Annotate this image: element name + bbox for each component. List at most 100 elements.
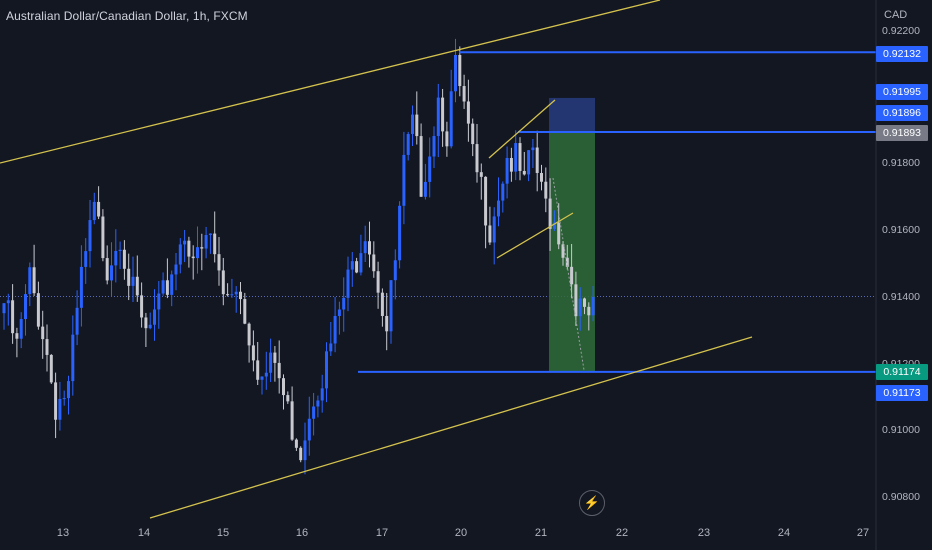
candle-body — [578, 298, 582, 317]
price-tag-entry: 0.91893 — [876, 125, 928, 141]
candle-body — [114, 250, 118, 266]
wedge-upper-trendline — [488, 99, 556, 159]
candle-body — [260, 376, 264, 380]
x-tick-label: 13 — [56, 527, 70, 539]
x-tick-label: 17 — [375, 527, 389, 539]
candle-body — [436, 97, 440, 137]
candle-body — [462, 86, 466, 102]
x-tick-label: 24 — [777, 527, 791, 539]
candle-body — [346, 269, 350, 298]
candle-body — [148, 324, 152, 329]
candle-body — [200, 247, 204, 249]
candle-body — [277, 362, 281, 379]
candle-body — [505, 157, 509, 184]
candle-body — [548, 198, 552, 229]
projection-path — [552, 177, 585, 371]
x-tick-label: 15 — [216, 527, 230, 539]
candle-body — [183, 240, 187, 245]
candle-body — [488, 225, 492, 243]
candle-body — [350, 261, 354, 270]
candle-body — [565, 257, 569, 267]
candle-body — [501, 183, 505, 201]
y-tick-label: 0.91800 — [882, 157, 920, 169]
y-tick-label: 0.91400 — [882, 291, 920, 303]
candle-body — [58, 398, 62, 420]
candle-body — [294, 439, 298, 448]
candle-body — [389, 280, 393, 332]
x-tick-label: 21 — [534, 527, 548, 539]
candle-body — [135, 276, 139, 296]
y-tick-label: 0.92200 — [882, 25, 920, 37]
candle-body — [475, 144, 479, 173]
currency-label: CAD — [884, 9, 908, 21]
candle-body — [49, 354, 53, 383]
candle-body — [514, 143, 518, 172]
price-tag-high: 0.92132 — [876, 46, 928, 62]
candle-body — [243, 299, 247, 324]
price-tag-stop: 0.91995 — [876, 84, 928, 100]
candle-body — [110, 265, 113, 281]
candle-body — [299, 447, 303, 461]
candle-body — [509, 157, 513, 172]
candle-body — [303, 440, 307, 461]
candle-body — [398, 205, 402, 261]
candle-body — [230, 294, 234, 296]
candle-body — [312, 406, 316, 419]
candle-body — [97, 201, 101, 217]
x-tick-label: 27 — [856, 527, 870, 539]
candle-body — [71, 334, 75, 382]
candle-body — [402, 154, 406, 206]
candle-body — [75, 307, 79, 335]
candle-body — [307, 418, 311, 441]
candle-body — [497, 200, 500, 217]
candle-body — [320, 388, 324, 401]
candle-body — [522, 170, 526, 175]
candle-body — [273, 352, 277, 363]
candle-body — [557, 222, 561, 245]
channel-upper-trendline — [0, 0, 661, 164]
candle-body — [196, 247, 199, 259]
candle-body — [458, 55, 462, 87]
candle-body — [363, 241, 367, 254]
candle-body — [574, 284, 578, 317]
candle-body — [67, 381, 70, 399]
candle-body — [445, 131, 449, 147]
candle-body — [479, 172, 483, 177]
candle-body — [226, 294, 230, 296]
stop-zone — [549, 97, 595, 132]
lightning-icon[interactable]: ⚡ — [579, 490, 605, 516]
candle-body — [264, 372, 268, 377]
candle-body — [122, 249, 126, 269]
candle-body — [54, 382, 58, 420]
symbol-title: Australian Dollar/Canadian Dollar, 1h, F… — [6, 9, 248, 23]
candle-body — [84, 251, 88, 267]
candle-body — [325, 351, 328, 389]
candle-body — [45, 339, 49, 355]
candle-body — [393, 260, 397, 281]
candle-body — [385, 315, 389, 332]
price-tag-support: 0.91173 — [876, 385, 928, 401]
candle-body — [286, 395, 290, 402]
wedge-lower-trendline — [496, 212, 574, 259]
candle-body — [552, 222, 556, 229]
candle-body — [428, 156, 432, 182]
candle-body — [359, 253, 363, 273]
candle-body — [282, 378, 285, 396]
candle-body — [62, 398, 66, 400]
candle-body — [591, 297, 595, 316]
candle-body — [187, 240, 191, 257]
candle-body — [32, 267, 36, 294]
candle-body — [101, 216, 105, 259]
candle-body — [587, 306, 591, 316]
candle-body — [161, 280, 165, 294]
candle-body — [454, 55, 457, 92]
candle-body — [423, 181, 427, 197]
candle-body — [256, 360, 260, 380]
candle-body — [6, 300, 10, 304]
candle-body — [88, 220, 92, 252]
x-tick-label: 22 — [615, 527, 629, 539]
candle-body — [342, 297, 346, 310]
candle-body — [105, 258, 109, 281]
candle-body — [333, 316, 337, 344]
